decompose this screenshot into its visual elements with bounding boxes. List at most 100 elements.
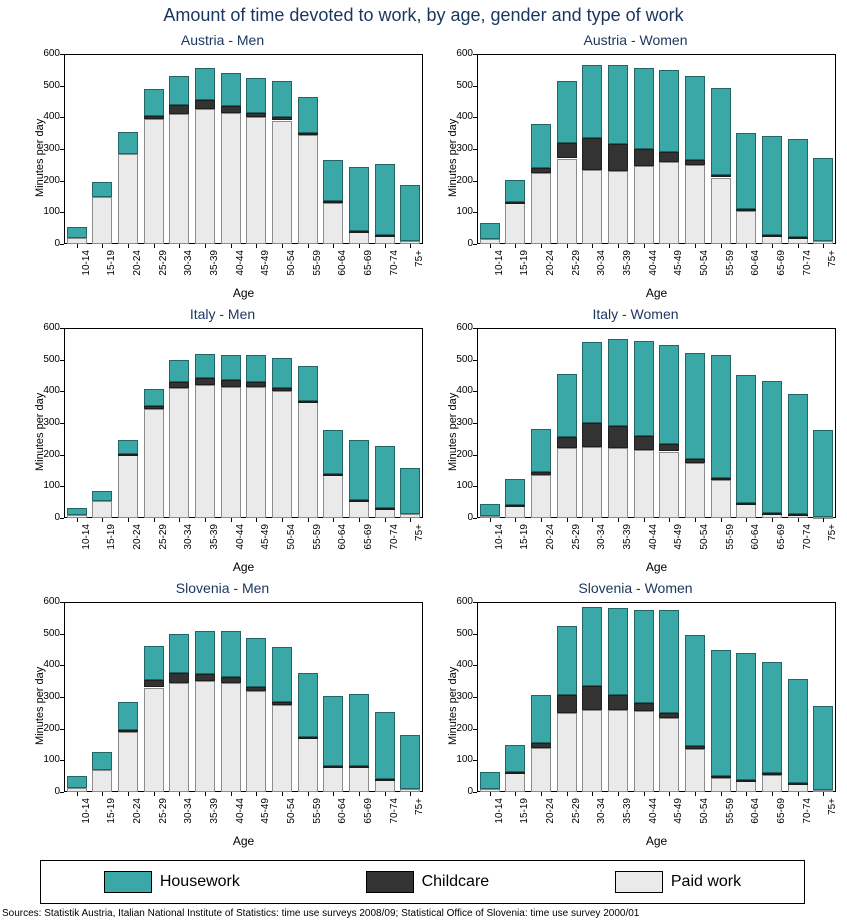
- bar-segment-paid: [221, 387, 241, 518]
- x-tick-mark: [128, 792, 129, 796]
- x-tick-mark: [823, 792, 824, 796]
- bar-segment-childcare: [298, 401, 318, 403]
- bar-segment-childcare: [582, 138, 602, 170]
- x-tick-mark: [541, 792, 542, 796]
- bar-segment-housework: [323, 430, 343, 474]
- y-tick-mark: [60, 518, 64, 519]
- x-tick-mark: [772, 244, 773, 248]
- y-tick-label: 500: [38, 80, 60, 91]
- y-tick-label: 0: [451, 512, 473, 523]
- y-tick-mark: [473, 760, 477, 761]
- x-tick-mark: [179, 518, 180, 522]
- bar-segment-housework: [788, 139, 808, 237]
- bar-segment-housework: [788, 679, 808, 784]
- bar-segment-paid: [246, 117, 266, 244]
- bar-segment-housework: [531, 124, 551, 168]
- bar-segment-paid: [659, 718, 679, 792]
- bar-segment-childcare: [736, 780, 756, 782]
- x-tick-mark: [179, 244, 180, 248]
- bar-segment-childcare: [144, 406, 164, 409]
- x-tick-mark: [359, 518, 360, 522]
- x-tick-label: 45-49: [260, 524, 271, 554]
- x-tick-label: 25-29: [571, 798, 582, 828]
- bar-segment-paid: [531, 475, 551, 518]
- bar-segment-paid: [92, 770, 112, 792]
- x-axis-label: Age: [477, 286, 836, 300]
- bar-segment-childcare: [762, 235, 782, 237]
- y-tick-label: 0: [38, 512, 60, 523]
- bar-segment-paid: [531, 748, 551, 792]
- x-tick-mark: [333, 792, 334, 796]
- bar-segment-paid: [349, 501, 369, 518]
- bar-segment-paid: [685, 749, 705, 792]
- x-axis-label: Age: [64, 560, 423, 574]
- bar-segment-childcare: [711, 776, 731, 778]
- bar-segment-paid: [272, 121, 292, 245]
- bar-segment-childcare: [144, 116, 164, 119]
- bar-segment-childcare: [788, 514, 808, 516]
- bar-segment-housework: [505, 745, 525, 772]
- bar-segment-housework: [659, 610, 679, 713]
- bar-segment-childcare: [788, 237, 808, 239]
- x-tick-mark: [823, 244, 824, 248]
- legend: HouseworkChildcarePaid work: [40, 860, 805, 904]
- x-tick-mark: [205, 792, 206, 796]
- bar-segment-paid: [634, 711, 654, 792]
- bar-segment-housework: [634, 68, 654, 149]
- x-tick-label: 75+: [414, 250, 425, 280]
- x-tick-mark: [333, 244, 334, 248]
- bar-segment-childcare: [762, 513, 782, 515]
- y-tick-label: 500: [451, 354, 473, 365]
- bar-segment-paid: [221, 113, 241, 244]
- y-tick-mark: [473, 181, 477, 182]
- x-tick-label: 10-14: [494, 798, 505, 828]
- legend-item: Childcare: [366, 871, 490, 893]
- bar-segment-housework: [582, 607, 602, 686]
- x-tick-label: 60-64: [337, 798, 348, 828]
- bar-segment-childcare: [349, 500, 369, 502]
- y-axis-label: Minutes per day: [34, 393, 46, 471]
- bar-segment-housework: [67, 227, 87, 238]
- bar-segment-housework: [169, 634, 189, 674]
- x-tick-label: 45-49: [673, 524, 684, 554]
- x-tick-label: 30-34: [596, 798, 607, 828]
- bar-segment-childcare: [685, 746, 705, 749]
- bar-segment-housework: [92, 491, 112, 501]
- x-tick-mark: [77, 792, 78, 796]
- bar-segment-paid: [144, 409, 164, 518]
- x-tick-mark: [669, 518, 670, 522]
- x-tick-label: 75+: [827, 250, 838, 280]
- bar-segment-housework: [634, 610, 654, 703]
- legend-swatch: [366, 871, 414, 893]
- y-tick-mark: [60, 455, 64, 456]
- y-tick-mark: [60, 54, 64, 55]
- bar-segment-childcare: [505, 202, 525, 204]
- bar-segment-paid: [531, 173, 551, 244]
- x-tick-mark: [592, 518, 593, 522]
- x-tick-mark: [567, 244, 568, 248]
- panel-grid: Austria - Men0100200300400500600Minutes …: [0, 32, 847, 854]
- x-tick-mark: [77, 518, 78, 522]
- y-tick-mark: [473, 634, 477, 635]
- bar-segment-housework: [608, 339, 628, 426]
- bar-segment-childcare: [557, 437, 577, 448]
- bar-segment-childcare: [349, 766, 369, 768]
- x-tick-label: 35-39: [209, 250, 220, 280]
- bar-segment-paid: [375, 779, 395, 792]
- bar-segment-paid: [505, 505, 525, 518]
- bar-segment-childcare: [582, 686, 602, 710]
- bar-segment-housework: [557, 626, 577, 696]
- y-tick-label: 100: [38, 206, 60, 217]
- bar-segment-childcare: [762, 773, 782, 775]
- bar-segment-housework: [246, 638, 266, 687]
- bar-segment-housework: [144, 646, 164, 679]
- bar-segment-childcare: [272, 388, 292, 391]
- y-tick-label: 600: [451, 48, 473, 59]
- y-tick-mark: [60, 244, 64, 245]
- y-tick-label: 500: [38, 628, 60, 639]
- x-tick-label: 40-44: [648, 250, 659, 280]
- bar-segment-childcare: [375, 508, 395, 510]
- x-tick-label: 55-59: [312, 524, 323, 554]
- x-tick-label: 20-24: [132, 524, 143, 554]
- x-tick-mark: [359, 244, 360, 248]
